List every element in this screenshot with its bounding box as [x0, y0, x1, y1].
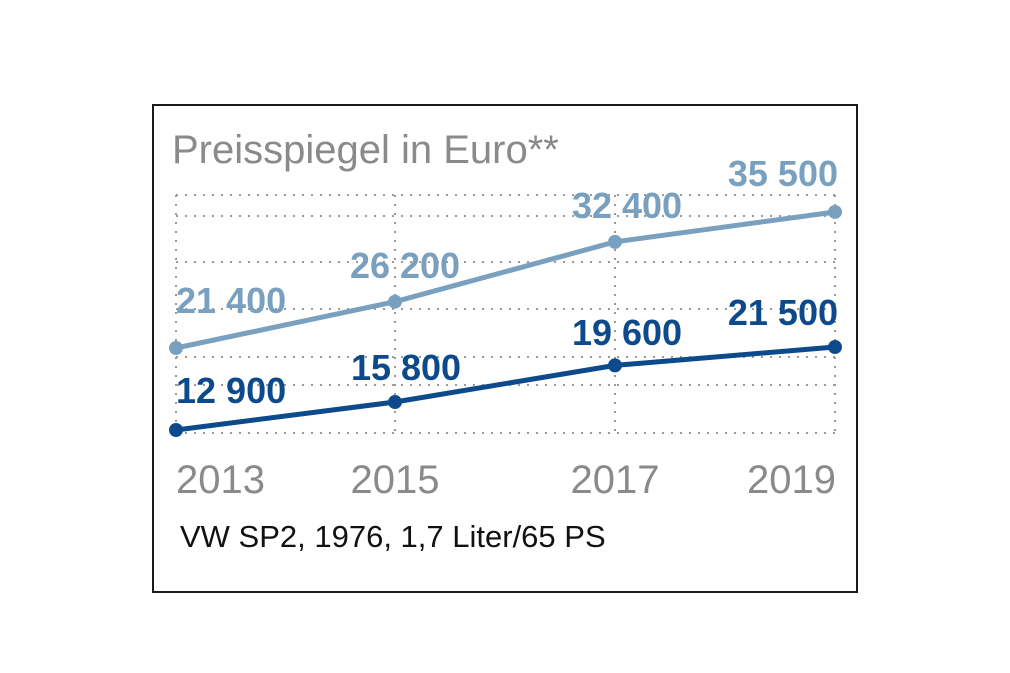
data-label: 35 500: [728, 153, 838, 194]
data-point: [828, 204, 842, 219]
data-point: [608, 358, 622, 373]
x-tick-label: 2015: [351, 458, 440, 502]
x-tick-label: 2017: [571, 458, 660, 502]
chart-subtitle: VW SP2, 1976, 1,7 Liter/65 PS: [180, 519, 606, 554]
chart-frame: [152, 104, 858, 593]
data-point: [169, 423, 183, 437]
data-point: [388, 395, 402, 410]
data-point: [828, 340, 842, 355]
series-layer: 21 400 26 200 32 400 35 500 12 900 15 800 19 6…: [169, 153, 842, 437]
grid: [175, 194, 836, 434]
data-label: 19 600: [572, 312, 682, 353]
data-label: 21 500: [728, 292, 838, 333]
series-line-2: [175, 344, 836, 433]
x-axis-ticks: 2013 2015 2017 2019: [176, 458, 836, 502]
data-label: 15 800: [351, 347, 461, 388]
data-point: [608, 234, 622, 249]
x-tick-label: 2019: [747, 458, 836, 502]
data-label: 12 900: [176, 370, 286, 411]
data-label: 21 400: [176, 280, 286, 321]
data-label: 26 200: [350, 245, 460, 286]
data-point: [169, 341, 183, 355]
data-label: 32 400: [572, 185, 682, 226]
x-tick-label: 2013: [176, 458, 265, 502]
series-line-1: [175, 209, 836, 351]
chart-title: Preisspiegel in Euro**: [172, 128, 559, 172]
data-point: [388, 294, 402, 309]
